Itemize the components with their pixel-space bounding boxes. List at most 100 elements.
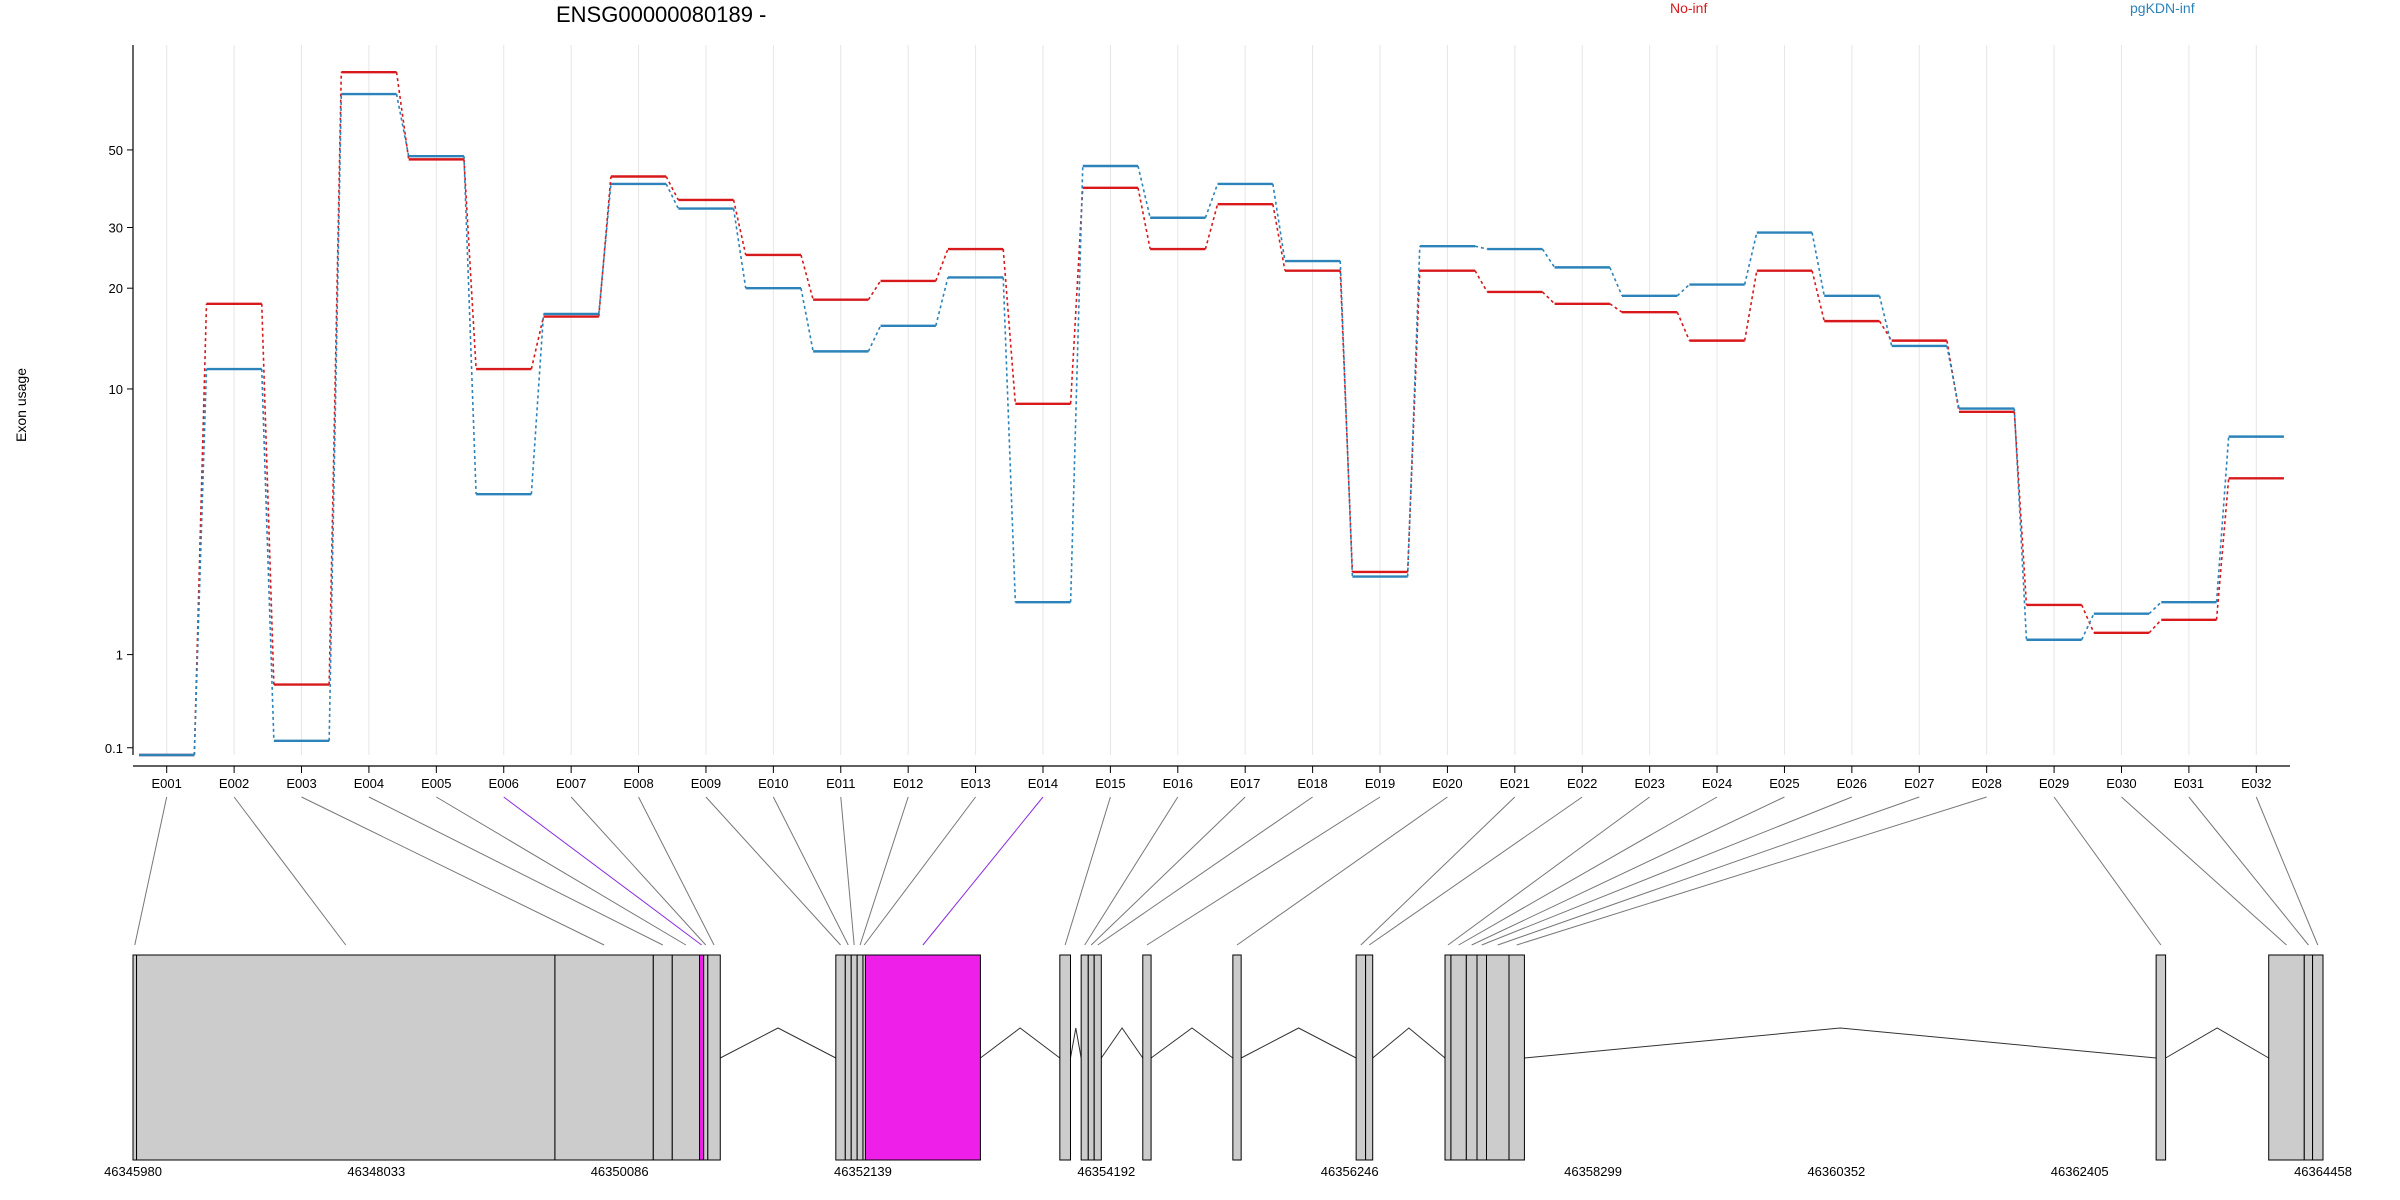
axes: 0.1 1 10 20 30 50 bbox=[105, 45, 2290, 767]
series-1-step-E027 bbox=[1946, 345, 1960, 409]
series-0-step-E031 bbox=[2215, 478, 2230, 620]
x-tick-label-E020: E020 bbox=[1432, 776, 1462, 791]
x-tick-label-E026: E026 bbox=[1837, 776, 1867, 791]
series-lines bbox=[139, 70, 2284, 757]
exon-box-E027 bbox=[1485, 954, 1510, 1161]
x-tick-label-E027: E027 bbox=[1904, 776, 1934, 791]
connector-E023 bbox=[1447, 796, 1650, 946]
series-0-step-E018 bbox=[1339, 270, 1354, 572]
series-1-step-E023 bbox=[1676, 283, 1690, 297]
x-tick-label-E018: E018 bbox=[1297, 776, 1327, 791]
connector-E014 bbox=[922, 796, 1044, 946]
series-0-step-E008 bbox=[665, 176, 680, 201]
x-tick-label-E008: E008 bbox=[623, 776, 653, 791]
connector-E017 bbox=[1090, 796, 1246, 946]
series-0-step-E013 bbox=[1002, 248, 1017, 404]
connector-E021 bbox=[1360, 796, 1516, 946]
exon-box-E007 bbox=[703, 954, 709, 1161]
connector-E032 bbox=[2255, 796, 2319, 946]
exon-box-E022 bbox=[1365, 954, 1374, 1161]
connector-E028 bbox=[1516, 796, 1987, 946]
legend-pgkdn-inf: pgKDN-inf bbox=[2130, 0, 2195, 16]
y-tick-label-10: 10 bbox=[109, 382, 123, 397]
connector-E029 bbox=[2053, 796, 2162, 946]
exon-box-E024 bbox=[1450, 954, 1467, 1161]
connector-E027 bbox=[1497, 796, 1920, 946]
series-pgKDN-inf bbox=[139, 92, 2284, 757]
exon-tick-labels: E001 E002 E003 E004 E005 E006 E007 E008 E009 E010… bbox=[152, 766, 2271, 791]
connector-E013 bbox=[863, 796, 976, 946]
x-tick-label-E005: E005 bbox=[421, 776, 451, 791]
coordinate-label-46356246: 46356246 bbox=[1321, 1164, 1379, 1179]
x-tick-label-E002: E002 bbox=[219, 776, 249, 791]
exon-box-E009 bbox=[835, 954, 846, 1161]
exon-box-E025 bbox=[1465, 954, 1478, 1161]
exon-box-E005 bbox=[671, 954, 701, 1161]
x-tick-label-E017: E017 bbox=[1230, 776, 1260, 791]
connector-E001 bbox=[134, 796, 168, 946]
series-No-inf bbox=[139, 70, 2284, 757]
intron-E029-E030 bbox=[2165, 1027, 2269, 1059]
y-tick-label-30: 30 bbox=[109, 221, 123, 236]
series-1-step-E022 bbox=[1609, 267, 1623, 297]
intron-E015-E016 bbox=[1069, 1027, 1082, 1059]
series-1-step-E014 bbox=[1069, 165, 1084, 603]
connector-E026 bbox=[1481, 796, 1853, 946]
exon-box-E018 bbox=[1093, 954, 1102, 1161]
gridlines bbox=[166, 45, 2257, 755]
series-0-step-E022 bbox=[1609, 303, 1623, 313]
x-tick-label-E023: E023 bbox=[1634, 776, 1664, 791]
y-tick-label-1: 1 bbox=[116, 648, 123, 663]
series-1-step-E030 bbox=[2148, 601, 2162, 615]
connector-E016 bbox=[1084, 796, 1179, 946]
connector-E020 bbox=[1236, 796, 1448, 946]
coordinate-label-46345980: 46345980 bbox=[104, 1164, 162, 1179]
series-0-step-E002 bbox=[260, 303, 275, 685]
genomic-coordinate-labels: 46345980 46348033 46350086 46352139 46354192… bbox=[104, 1164, 2352, 1179]
exon-box-E015 bbox=[1059, 954, 1071, 1161]
series-1-step-E012 bbox=[935, 277, 949, 326]
series-0-step-E011 bbox=[867, 280, 882, 301]
coordinate-label-46354192: 46354192 bbox=[1077, 1164, 1135, 1179]
series-1-step-E007 bbox=[597, 183, 612, 315]
connector-E011 bbox=[840, 796, 855, 946]
exon-box-E017 bbox=[1087, 954, 1095, 1161]
series-0-step-E006 bbox=[530, 316, 545, 370]
series-1-step-E025 bbox=[1811, 232, 1826, 296]
coordinate-label-46352139: 46352139 bbox=[834, 1164, 892, 1179]
exon-box-E028 bbox=[1508, 954, 1525, 1161]
exon-box-E003 bbox=[554, 954, 654, 1161]
series-0-step-E029 bbox=[2080, 604, 2095, 634]
x-tick-label-E010: E010 bbox=[758, 776, 788, 791]
series-0-step-E010 bbox=[800, 254, 814, 300]
exon-box-E023 bbox=[1444, 954, 1452, 1161]
x-tick-label-E006: E006 bbox=[489, 776, 519, 791]
series-0-step-E021 bbox=[1541, 291, 1556, 305]
exon-box-E021 bbox=[1355, 954, 1367, 1161]
connector-E009 bbox=[705, 796, 841, 946]
exon-box-E026 bbox=[1476, 954, 1487, 1161]
coordinate-label-46362405: 46362405 bbox=[2051, 1164, 2109, 1179]
coordinate-label-46360352: 46360352 bbox=[1807, 1164, 1865, 1179]
series-1-step-E005 bbox=[463, 156, 477, 495]
connector-E005 bbox=[436, 796, 687, 946]
connector-E010 bbox=[772, 796, 849, 946]
gene-model bbox=[132, 954, 2324, 1161]
connector-E024 bbox=[1458, 796, 1718, 946]
exon-box-E031 bbox=[2303, 954, 2314, 1161]
connector-E002 bbox=[233, 796, 347, 946]
exon-box-E008 bbox=[707, 954, 721, 1161]
exon-box-E010 bbox=[844, 954, 852, 1161]
series-0-step-E005 bbox=[463, 159, 477, 370]
series-0-step-E012 bbox=[935, 248, 949, 282]
exon-box-E014 bbox=[864, 954, 981, 1161]
x-tick-label-E007: E007 bbox=[556, 776, 586, 791]
connector-E006 bbox=[503, 796, 702, 946]
x-tick-label-E012: E012 bbox=[893, 776, 923, 791]
series-1-step-E002 bbox=[260, 369, 275, 741]
exon-connectors bbox=[134, 796, 2319, 946]
series-0-step-E025 bbox=[1811, 270, 1826, 322]
connector-E003 bbox=[301, 796, 605, 946]
connector-E007 bbox=[570, 796, 707, 946]
series-1-step-E018 bbox=[1339, 260, 1354, 577]
